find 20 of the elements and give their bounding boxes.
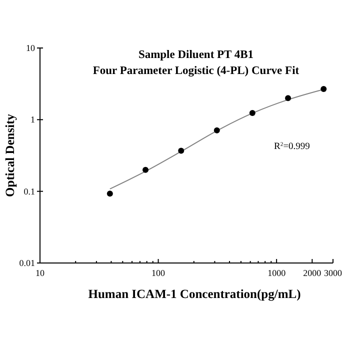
- point: [249, 110, 256, 116]
- y-axis-title: Optical Density: [3, 113, 17, 197]
- annotation: R$^{2}$=0.999: [274, 142, 310, 152]
- x-tick-label: 100: [152, 268, 166, 278]
- x-tick-label: 1000: [268, 268, 286, 278]
- text: Sample Diluent PT 4B1 Four Parameter Logistic (4-PL) Curve Fit: [92, 49, 300, 77]
- y-tick-label: 0.01: [19, 258, 35, 268]
- point: [320, 86, 327, 92]
- y-tick-label: 1: [30, 114, 35, 125]
- y-tick-label: 10: [26, 43, 36, 53]
- point: [106, 190, 113, 197]
- point: [142, 166, 149, 173]
- point: [214, 127, 220, 134]
- x-tick-label: 2000: [303, 268, 322, 278]
- x-tick-label: 3000: [324, 268, 342, 278]
- x-tick-label: 10: [36, 268, 45, 278]
- point: [178, 148, 184, 154]
- x-axis-title: Human ICAM-1 Concentration(pg/mL): [88, 287, 301, 301]
- y-tick-label: 0.1: [24, 186, 35, 196]
- point: [285, 95, 292, 102]
